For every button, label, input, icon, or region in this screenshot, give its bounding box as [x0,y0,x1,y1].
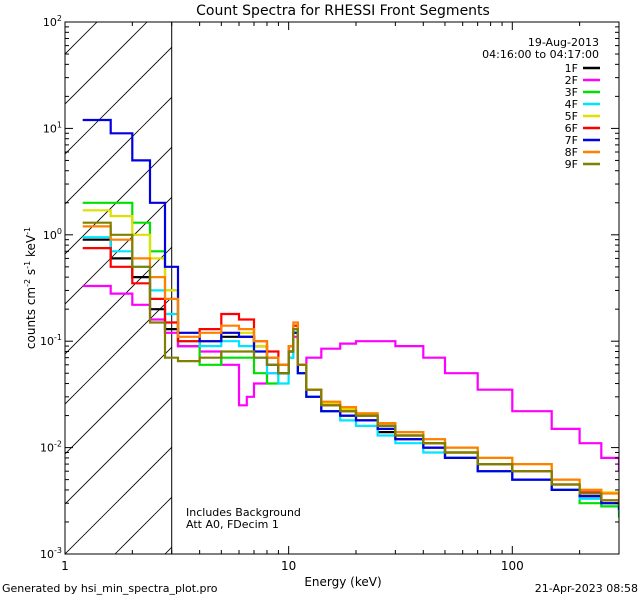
y-axis-label: counts cm-2 s-1 keV-1 [23,227,38,349]
x-tick-label: 10 [281,559,296,573]
x-tick-labels: 1 10 100 [61,559,524,573]
series-7F [82,118,619,510]
y-tick-label: 100 [43,227,62,242]
excluded-region [65,22,173,554]
observation-date: 19-Aug-2013 [528,36,599,49]
legend-label-2F: 2F [565,74,578,87]
hatch-line [65,46,172,155]
x-tick-label: 1 [61,559,69,573]
x-tick-label: 100 [501,559,524,573]
y-tick-label: 10-2 [40,440,62,455]
y-tick-label: 102 [43,14,62,29]
series-9F [82,221,619,507]
y-tick-label: 101 [43,120,62,135]
hatch-line [65,396,172,505]
legend-label-5F: 5F [565,110,578,123]
hatch-line [65,22,148,105]
legend-label-7F: 7F [565,134,578,147]
y-tick-labels: 10-3 10-2 10-1 100 101 102 [40,14,62,561]
legend-label-9F: 9F [565,158,578,171]
legend-label-4F: 4F [565,98,578,111]
series-layer [82,118,619,518]
hatch-line [65,446,172,554]
annotation-background: Includes Background [186,506,301,519]
x-axis-label: Energy (keV) [304,575,381,589]
axis-ticks [64,21,620,555]
plot-frame [64,21,620,555]
annotation-attenuator: Att A0, FDecim 1 [186,518,279,531]
hatch-line [65,246,172,355]
y-tick-label: 10-3 [40,546,62,561]
footer-timestamp: 21-Apr-2023 08:58 [534,582,638,595]
hatch-line [65,196,172,305]
time-range: 04:16:00 to 04:17:00 [482,48,599,61]
legend-label-3F: 3F [565,86,578,99]
legend-label-8F: 8F [565,146,578,159]
y-tick-label: 10-1 [40,333,62,348]
legend-label-6F: 6F [565,122,578,135]
chart-title: Count Spectra for RHESSI Front Segments [196,3,490,19]
footer-generated-by: Generated by hsi_min_spectra_plot.pro [2,582,218,595]
legend-label-1F: 1F [565,62,578,75]
